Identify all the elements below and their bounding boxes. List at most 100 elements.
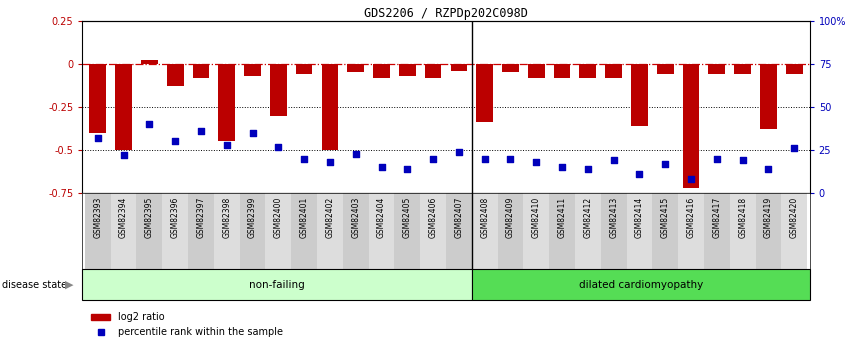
Bar <box>601 193 627 269</box>
Point <box>271 144 285 149</box>
Legend: log2 ratio, percentile rank within the sample: log2 ratio, percentile rank within the s… <box>87 308 288 341</box>
Point <box>117 152 131 158</box>
Text: GSM82400: GSM82400 <box>274 197 283 238</box>
Text: GSM82410: GSM82410 <box>532 197 540 238</box>
Point <box>323 159 337 165</box>
Point <box>710 156 724 161</box>
Bar <box>450 64 468 71</box>
Text: GSM82417: GSM82417 <box>713 197 721 238</box>
Text: GSM82393: GSM82393 <box>94 197 102 238</box>
Bar <box>291 193 317 269</box>
Text: GSM82403: GSM82403 <box>352 197 360 238</box>
Text: GSM82399: GSM82399 <box>248 197 257 238</box>
Bar <box>141 60 158 64</box>
Text: GSM82413: GSM82413 <box>609 197 618 238</box>
Text: GSM82396: GSM82396 <box>171 197 179 238</box>
Point <box>607 158 621 163</box>
Point <box>684 177 698 182</box>
Bar <box>682 64 700 188</box>
Bar <box>446 193 472 269</box>
Bar <box>755 193 781 269</box>
Bar <box>369 193 394 269</box>
Bar <box>270 64 287 116</box>
Bar <box>631 64 648 126</box>
Bar <box>167 64 184 86</box>
Bar <box>295 64 313 74</box>
Text: GSM82394: GSM82394 <box>119 197 128 238</box>
Point <box>400 166 414 172</box>
Text: GSM82411: GSM82411 <box>558 197 566 238</box>
Point <box>426 156 440 161</box>
Bar <box>678 193 704 269</box>
Bar <box>240 193 265 269</box>
Text: GSM82408: GSM82408 <box>480 197 489 238</box>
Bar <box>244 64 261 76</box>
Point <box>349 151 363 156</box>
Bar <box>553 64 571 78</box>
Bar <box>605 64 622 78</box>
Bar <box>321 64 339 150</box>
Bar <box>760 64 777 129</box>
Text: dilated cardiomyopathy: dilated cardiomyopathy <box>578 280 703 289</box>
Point <box>246 130 260 136</box>
Bar <box>579 64 597 78</box>
Bar <box>502 64 519 72</box>
Text: GSM82398: GSM82398 <box>223 197 231 238</box>
Point <box>142 121 156 127</box>
Bar <box>162 193 188 269</box>
Bar <box>192 64 210 78</box>
Bar <box>627 193 652 269</box>
Bar <box>781 193 807 269</box>
Bar <box>734 64 751 74</box>
Text: GSM82412: GSM82412 <box>584 197 592 238</box>
Bar <box>82 269 472 300</box>
Point <box>452 149 466 155</box>
Point <box>529 159 543 165</box>
Bar <box>730 193 755 269</box>
Bar <box>476 64 493 122</box>
Bar <box>188 193 214 269</box>
Point <box>220 142 234 148</box>
Bar <box>472 193 498 269</box>
Text: GSM82397: GSM82397 <box>197 197 205 238</box>
Bar <box>472 269 810 300</box>
Text: ▶: ▶ <box>65 280 74 289</box>
Bar <box>111 193 137 269</box>
Bar <box>214 193 240 269</box>
Point <box>91 135 105 141</box>
Point <box>632 171 646 177</box>
Point <box>736 158 750 163</box>
Bar <box>523 193 549 269</box>
Point <box>297 156 311 161</box>
Point <box>168 139 182 144</box>
Text: GSM82415: GSM82415 <box>661 197 669 238</box>
Text: GSM82404: GSM82404 <box>377 197 386 238</box>
Bar <box>85 193 111 269</box>
Text: disease state: disease state <box>2 280 67 289</box>
Point <box>503 156 517 161</box>
Text: GSM82419: GSM82419 <box>764 197 773 238</box>
Bar <box>704 193 730 269</box>
Text: GSM82401: GSM82401 <box>300 197 308 238</box>
Bar <box>343 193 369 269</box>
Point <box>478 156 492 161</box>
Bar <box>652 193 678 269</box>
Bar <box>528 64 545 78</box>
Bar <box>394 193 420 269</box>
Text: GSM82395: GSM82395 <box>145 197 154 238</box>
Bar <box>549 193 575 269</box>
Bar <box>575 193 601 269</box>
Bar <box>498 193 523 269</box>
Text: GSM82418: GSM82418 <box>738 197 747 238</box>
Bar <box>785 64 803 74</box>
Text: GSM82405: GSM82405 <box>403 197 412 238</box>
Point <box>194 128 208 134</box>
Text: GSM82407: GSM82407 <box>455 197 463 238</box>
Point <box>761 166 775 172</box>
Bar <box>115 64 132 150</box>
Text: GSM82406: GSM82406 <box>429 197 437 238</box>
Text: GSM82409: GSM82409 <box>506 197 515 238</box>
Bar <box>218 64 235 141</box>
Point <box>581 166 595 172</box>
Bar <box>399 64 416 76</box>
